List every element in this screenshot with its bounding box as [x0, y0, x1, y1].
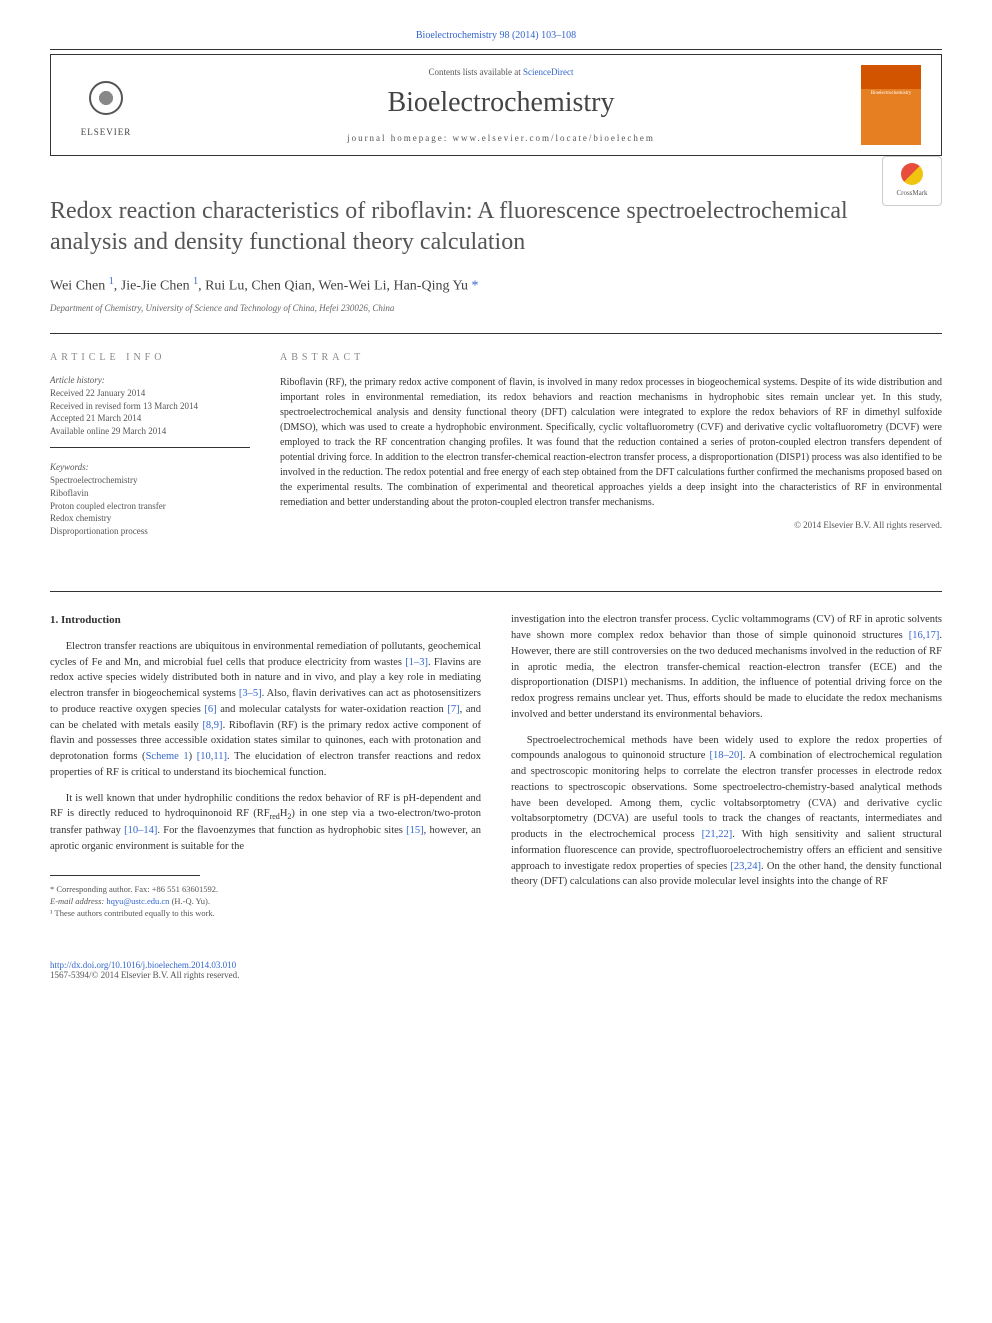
paragraph-3: investigation into the electron transfer…: [511, 612, 942, 722]
history-accepted: Accepted 21 March 2014: [50, 412, 250, 425]
journal-homepage: journal homepage: www.elsevier.com/locat…: [161, 133, 841, 143]
elsevier-label: ELSEVIER: [81, 127, 132, 137]
issn-copyright: 1567-5394/© 2014 Elsevier B.V. All right…: [50, 970, 239, 980]
article-info-column: article info Article history: Received 2…: [50, 352, 250, 561]
ref-link[interactable]: [23,24]: [730, 861, 761, 872]
abstract-column: abstract Riboflavin (RF), the primary re…: [280, 352, 942, 561]
sciencedirect-link[interactable]: ScienceDirect: [523, 67, 573, 77]
ref-link[interactable]: [16,17]: [909, 630, 940, 641]
ref-link[interactable]: [6]: [204, 704, 216, 715]
keyword-5: Disproportionation process: [50, 525, 250, 538]
keywords-head: Keywords:: [50, 462, 250, 472]
ref-link[interactable]: [3–5]: [239, 688, 262, 699]
authors-line: Wei Chen 1, Jie-Jie Chen 1, Rui Lu, Chen…: [50, 276, 942, 295]
crossmark-badge[interactable]: CrossMark: [882, 156, 942, 206]
author-2-sup: 1: [193, 276, 198, 287]
corresponding-star: *: [472, 279, 479, 294]
doi-link[interactable]: http://dx.doi.org/10.1016/j.bioelechem.2…: [50, 960, 236, 970]
email-link[interactable]: hqyu@ustc.edu.cn: [106, 896, 169, 906]
doi-block: http://dx.doi.org/10.1016/j.bioelechem.2…: [50, 960, 942, 980]
authors-rest: Rui Lu, Chen Qian, Wen-Wei Li, Han-Qing …: [205, 279, 468, 294]
crossmark-label: CrossMark: [896, 189, 927, 197]
abstract-text: Riboflavin (RF), the primary redox activ…: [280, 375, 942, 510]
homepage-url[interactable]: www.elsevier.com/locate/bioelechem: [453, 133, 655, 143]
cover-label: Bioelectrochemistry: [861, 89, 921, 96]
elsevier-tree-icon: [81, 73, 131, 123]
crossmark-icon: [901, 163, 923, 185]
author-2: Jie-Jie Chen: [121, 279, 190, 294]
contents-prefix: Contents lists available at: [429, 67, 523, 77]
paragraph-4: Spectroelectrochemical methods have been…: [511, 733, 942, 891]
footnote-email: E-mail address: hqyu@ustc.edu.cn (H.-Q. …: [50, 896, 481, 908]
section-1-title: 1. Introduction: [50, 612, 481, 629]
keyword-3: Proton coupled electron transfer: [50, 500, 250, 513]
keyword-1: Spectroelectrochemistry: [50, 474, 250, 487]
separator-line: [50, 49, 942, 50]
footnote-separator: [50, 875, 200, 884]
affiliation: Department of Chemistry, University of S…: [50, 303, 942, 313]
footnote-contribution: ¹ These authors contributed equally to t…: [50, 908, 481, 920]
history-revised: Received in revised form 13 March 2014: [50, 400, 250, 413]
author-1-sup: 1: [109, 276, 114, 287]
ref-link[interactable]: [18–20]: [709, 750, 742, 761]
contents-available-line: Contents lists available at ScienceDirec…: [161, 67, 841, 77]
abstract-copyright: © 2014 Elsevier B.V. All rights reserved…: [280, 520, 942, 530]
ref-link[interactable]: [7]: [447, 704, 459, 715]
journal-title: Bioelectrochemistry: [161, 87, 841, 119]
ref-link[interactable]: [1–3]: [405, 657, 428, 668]
paragraph-2: It is well known that under hydrophilic …: [50, 791, 481, 855]
elsevier-logo: ELSEVIER: [71, 65, 141, 145]
history-online: Available online 29 March 2014: [50, 425, 250, 438]
ref-link[interactable]: [15]: [406, 825, 424, 836]
article-title: Redox reaction characteristics of ribofl…: [50, 196, 942, 258]
homepage-prefix: journal homepage:: [347, 133, 452, 143]
journal-cover-thumbnail: Bioelectrochemistry: [861, 65, 921, 145]
paragraph-1: Electron transfer reactions are ubiquito…: [50, 639, 481, 781]
citation-bar: Bioelectrochemistry 98 (2014) 103–108: [50, 30, 942, 41]
keyword-2: Riboflavin: [50, 487, 250, 500]
ref-link[interactable]: [21,22]: [702, 829, 733, 840]
keyword-4: Redox chemistry: [50, 512, 250, 525]
ref-link[interactable]: [10,11]: [197, 751, 227, 762]
ref-link[interactable]: [8,9]: [202, 720, 222, 731]
right-column: investigation into the electron transfer…: [511, 612, 942, 919]
author-1: Wei Chen: [50, 279, 105, 294]
journal-header-box: ELSEVIER Contents lists available at Sci…: [50, 54, 942, 156]
article-history-head: Article history:: [50, 375, 250, 385]
ref-link[interactable]: [10–14]: [124, 825, 157, 836]
abstract-header: abstract: [280, 352, 942, 363]
scheme-link[interactable]: Scheme 1: [146, 751, 189, 762]
footnote-corresponding: * Corresponding author. Fax: +86 551 636…: [50, 884, 481, 896]
left-column: 1. Introduction Electron transfer reacti…: [50, 612, 481, 919]
article-info-header: article info: [50, 352, 250, 363]
history-received: Received 22 January 2014: [50, 387, 250, 400]
